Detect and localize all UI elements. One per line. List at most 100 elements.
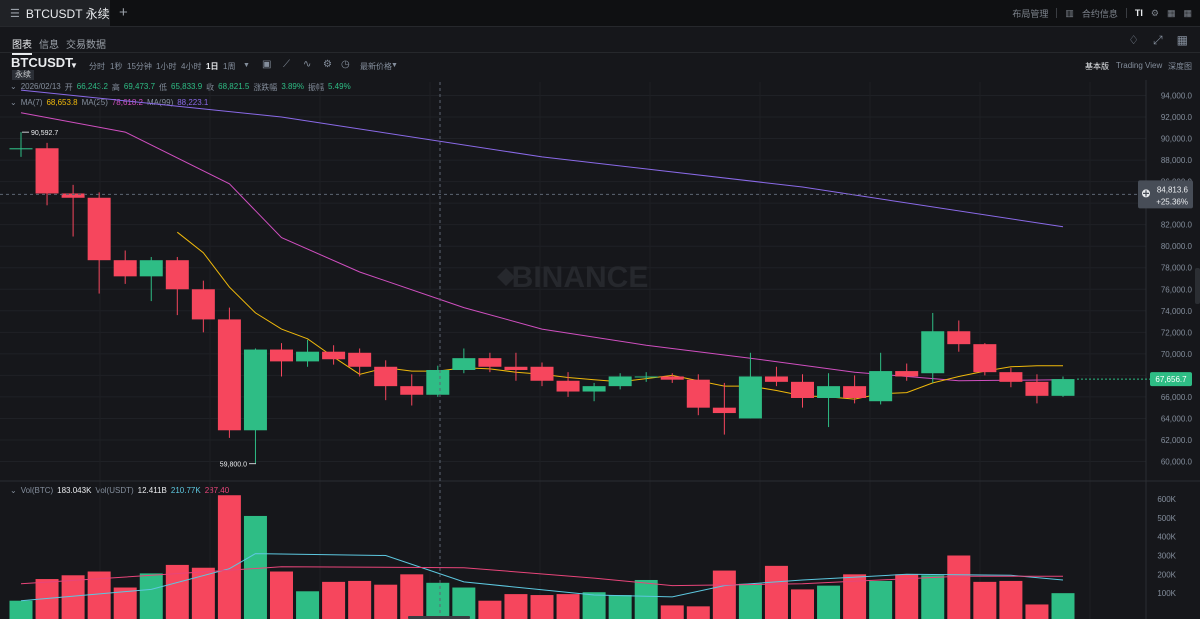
candle-body <box>374 366 398 387</box>
volume-bar <box>791 589 814 619</box>
y-tick-label: 74,000.0 <box>1161 307 1193 316</box>
clock-icon[interactable]: ◷ <box>341 59 350 70</box>
timeframe-1h[interactable]: 1小时 <box>156 62 177 71</box>
volume-bar <box>582 592 606 619</box>
menu-icon[interactable]: ☰ <box>10 7 20 20</box>
add-alert-icon <box>1143 190 1149 197</box>
change-label: 涨跌幅 <box>253 83 278 92</box>
volume-bar <box>660 605 684 619</box>
expand-icon[interactable]: ⤢ <box>1153 33 1163 47</box>
candle-body <box>35 148 59 194</box>
volume-bar <box>478 600 502 619</box>
ma7-label: MA(7) <box>20 98 43 107</box>
amplitude-label: 振幅 <box>308 83 324 92</box>
ma99-value: 88,223.1 <box>177 98 209 107</box>
open-value: 66,243.2 <box>76 82 108 91</box>
candle-body <box>817 386 841 398</box>
view-tradingview[interactable]: Trading View <box>1116 61 1163 70</box>
volume-bar <box>322 581 346 619</box>
volume-bar <box>608 595 632 619</box>
candle-body <box>634 376 658 378</box>
y-tick-label: 92,000.0 <box>1161 113 1193 122</box>
ma99-line <box>20 89 1064 228</box>
volume-bar <box>504 594 528 619</box>
price-type-select[interactable]: 最新价格 <box>360 62 392 71</box>
grid-icon[interactable]: ▦ <box>1166 7 1176 18</box>
window-tab-bar: ☰ BTCUSDT 永续 + 布局管理 ▥ 合约信息 TI ⚙ ▦ ▦ <box>0 0 1200 27</box>
timeframe-time[interactable]: 分时 <box>89 62 105 71</box>
perpetual-badge: 永续 <box>12 70 34 80</box>
symbol-name[interactable]: BTCUSDT <box>11 55 74 70</box>
volume-bar <box>165 564 189 619</box>
amplitude-value: 5.49% <box>328 82 351 91</box>
bell-icon[interactable]: ♢ <box>1128 33 1140 47</box>
y-tick-label: 78,000.0 <box>1161 264 1193 273</box>
chevron-down-icon[interactable]: ▼ <box>391 62 398 69</box>
y-tick-label: 94,000.0 <box>1161 92 1193 101</box>
candle-body <box>113 260 137 277</box>
volume-bar <box>530 595 554 619</box>
timeframe-dropdown-icon[interactable]: ▼ <box>243 62 250 69</box>
volume-legend: ⌄ Vol(BTC) 183.043K Vol(USDT) 12.411B 21… <box>0 486 229 498</box>
contract-info-icon[interactable]: ▥ <box>1065 7 1074 18</box>
volume-bar <box>9 600 33 619</box>
volume-bar <box>947 555 971 619</box>
tab-trading-data[interactable]: 交易数据 <box>66 40 106 51</box>
candle-body <box>791 381 814 398</box>
volume-bar <box>999 580 1023 619</box>
timeframe-1d[interactable]: 1日 <box>206 62 219 71</box>
timeframe-1s[interactable]: 1秒 <box>110 62 123 71</box>
grid-icon[interactable]: ▦ <box>1176 33 1188 47</box>
tab-info[interactable]: 信息 <box>39 40 59 51</box>
plus-icon[interactable]: + <box>119 4 128 21</box>
chevron-down-icon[interactable]: ⌄ <box>10 98 17 107</box>
view-depth[interactable]: 深度图 <box>1168 62 1192 71</box>
timeframe-4h[interactable]: 4小时 <box>181 62 202 71</box>
volume-bar <box>374 584 398 619</box>
volume-bar <box>869 580 893 619</box>
layout-manage-link[interactable]: 布局管理 <box>1012 8 1049 19</box>
candle-body <box>530 366 554 381</box>
volume-bar <box>843 574 867 619</box>
volume-bar <box>1025 604 1049 619</box>
candle-body <box>478 358 502 367</box>
indicator-icon[interactable]: ∿ <box>303 59 312 70</box>
chevron-down-icon[interactable]: ▼ <box>70 61 78 70</box>
contract-info-link[interactable]: 合约信息 <box>1081 8 1118 19</box>
grid-icon[interactable]: ▦ <box>1183 7 1192 18</box>
open-label: 开 <box>64 83 73 92</box>
timeframe-1w[interactable]: 1周 <box>223 62 236 71</box>
symbol-tab[interactable]: ☰ BTCUSDT 永续 <box>0 0 110 26</box>
calendar-icon[interactable]: ▣ <box>262 59 272 70</box>
chevron-down-icon[interactable]: ⌄ <box>10 82 17 91</box>
volume-bar <box>139 573 163 619</box>
candle-body <box>217 319 241 431</box>
volume-bar <box>61 575 85 619</box>
view-basic[interactable]: 基本版 <box>1085 62 1109 71</box>
volume-bar <box>35 579 59 619</box>
volume-bar <box>973 581 997 619</box>
volume-bar <box>738 583 762 619</box>
settings-icon[interactable]: ⚙ <box>323 59 332 70</box>
chevron-down-icon[interactable]: ⌄ <box>10 486 17 495</box>
volume-bar <box>712 570 736 619</box>
timeframe-15m[interactable]: 15分钟 <box>127 62 152 71</box>
volume-bar <box>243 515 267 619</box>
binance-logo-icon <box>497 268 515 286</box>
volume-bar <box>1051 593 1075 619</box>
y-tick-label: 62,000.0 <box>1161 436 1193 445</box>
vol-btc-value: 183.043K <box>57 486 92 495</box>
candle-body <box>61 193 85 198</box>
candle-body <box>895 371 919 377</box>
ti-link[interactable]: TI <box>1134 8 1143 18</box>
high-annotation: 90,592.7 <box>31 130 58 137</box>
line-tool-icon[interactable]: ⟋ <box>283 59 290 70</box>
settings-icon[interactable]: ⚙ <box>1150 7 1159 18</box>
volume-bar <box>895 574 919 619</box>
ma7-value: 68,653.8 <box>46 98 78 107</box>
candle-body <box>660 376 684 380</box>
tab-chart[interactable]: 图表 <box>12 36 32 55</box>
candle-body <box>921 331 945 374</box>
candle-body <box>426 370 450 395</box>
